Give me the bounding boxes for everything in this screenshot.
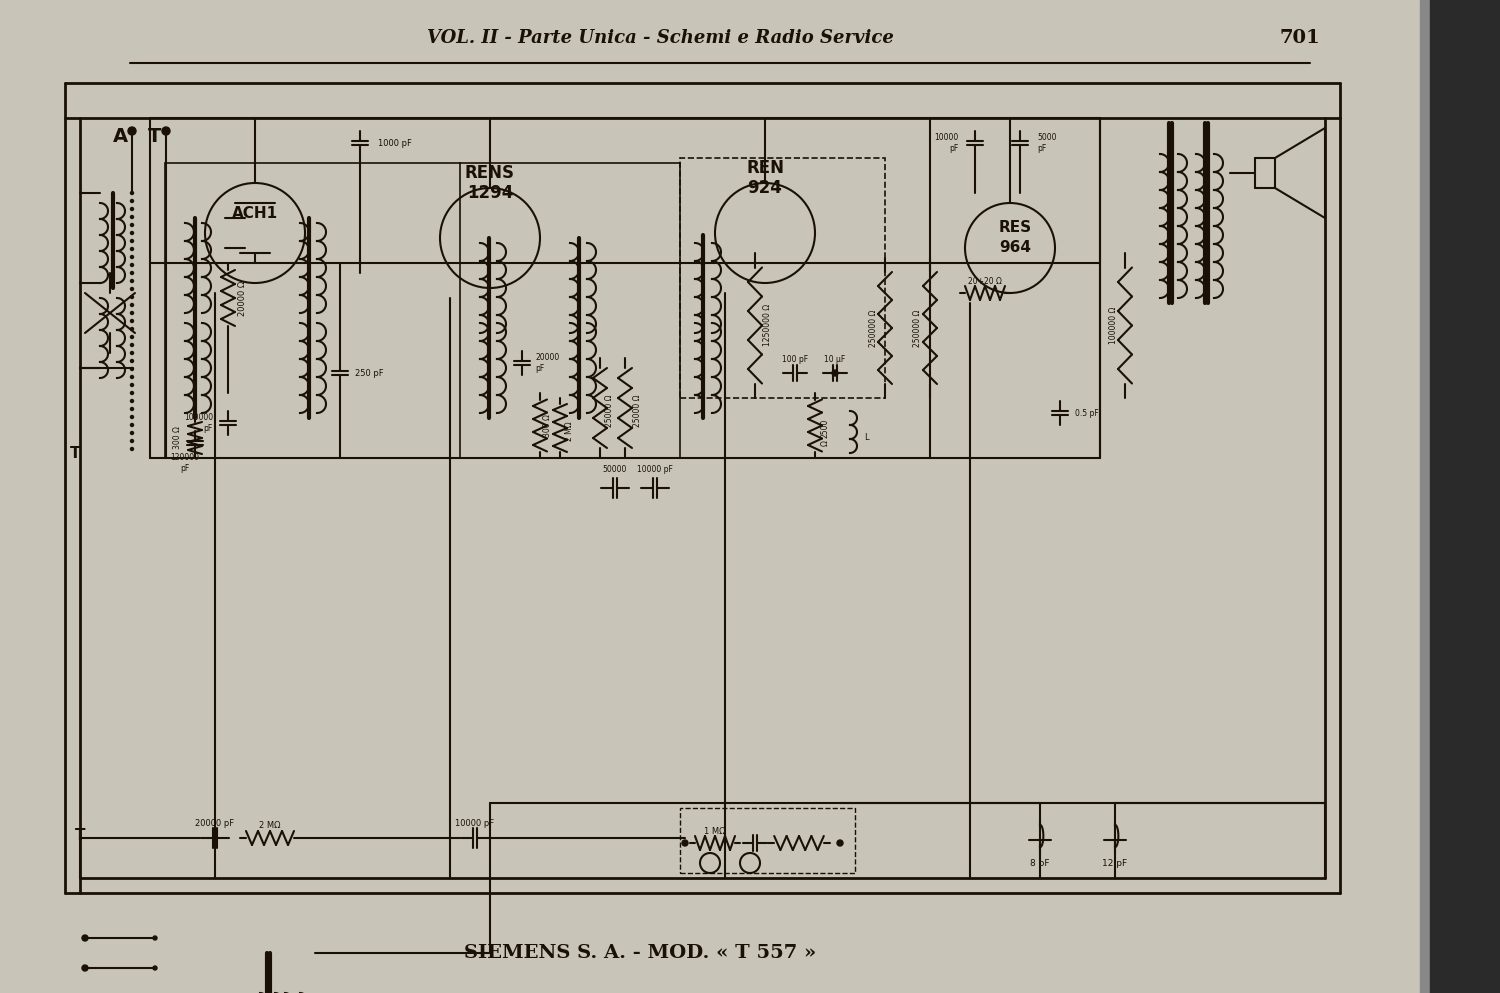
Circle shape xyxy=(162,127,170,135)
Text: 100000 Ω: 100000 Ω xyxy=(1108,306,1118,344)
Text: 300 Ω: 300 Ω xyxy=(543,414,552,438)
Circle shape xyxy=(130,223,134,226)
Circle shape xyxy=(130,255,134,258)
Bar xyxy=(1420,0,1436,993)
Text: 701: 701 xyxy=(1280,29,1320,47)
Circle shape xyxy=(130,432,134,435)
Text: 250000 Ω: 250000 Ω xyxy=(914,309,922,347)
Circle shape xyxy=(82,965,88,971)
Circle shape xyxy=(130,391,134,394)
Circle shape xyxy=(130,383,134,386)
Circle shape xyxy=(130,328,134,331)
Circle shape xyxy=(130,231,134,234)
Text: 100 pF: 100 pF xyxy=(782,355,808,364)
Text: 10000 pF: 10000 pF xyxy=(456,818,495,827)
Text: 120000
pF: 120000 pF xyxy=(171,453,200,473)
Bar xyxy=(680,808,855,873)
Circle shape xyxy=(130,423,134,427)
Circle shape xyxy=(130,448,134,451)
Text: 1000 pF: 1000 pF xyxy=(378,138,412,148)
Text: T: T xyxy=(70,446,81,461)
Circle shape xyxy=(130,200,134,203)
Circle shape xyxy=(130,279,134,282)
Circle shape xyxy=(130,407,134,410)
Text: 2500: 2500 xyxy=(821,418,830,438)
Circle shape xyxy=(833,370,839,376)
Text: 250000 Ω: 250000 Ω xyxy=(868,309,877,347)
Circle shape xyxy=(130,367,134,370)
Text: 25000 Ω: 25000 Ω xyxy=(606,395,615,427)
Circle shape xyxy=(130,440,134,443)
Text: 10 µF: 10 µF xyxy=(825,355,846,364)
Text: RENS: RENS xyxy=(465,164,514,182)
Text: 964: 964 xyxy=(999,240,1030,255)
Circle shape xyxy=(130,344,134,347)
Text: 1250000 Ω: 1250000 Ω xyxy=(764,304,772,347)
Bar xyxy=(1430,0,1500,993)
Circle shape xyxy=(130,215,134,218)
Circle shape xyxy=(128,127,136,135)
Circle shape xyxy=(153,966,158,970)
Circle shape xyxy=(130,288,134,291)
Text: 2 MΩ: 2 MΩ xyxy=(566,421,574,441)
Text: 20000
pF: 20000 pF xyxy=(536,354,560,372)
Text: 924: 924 xyxy=(747,179,783,197)
Text: A: A xyxy=(112,126,128,146)
Text: REN: REN xyxy=(746,159,784,177)
Text: 100000
pF: 100000 pF xyxy=(184,413,213,433)
Circle shape xyxy=(82,935,88,941)
Circle shape xyxy=(130,415,134,418)
Text: 0.5 pF: 0.5 pF xyxy=(1076,408,1098,417)
Text: 20000 Ω: 20000 Ω xyxy=(238,280,248,316)
Circle shape xyxy=(130,399,134,402)
Circle shape xyxy=(130,320,134,323)
Circle shape xyxy=(130,247,134,250)
Text: T: T xyxy=(148,126,162,146)
Circle shape xyxy=(130,263,134,266)
Text: L: L xyxy=(864,433,868,442)
Text: Ω: Ω xyxy=(821,440,830,446)
Text: 250 pF: 250 pF xyxy=(356,368,384,377)
Circle shape xyxy=(153,936,158,940)
Text: VOL. II - Parte Unica - Schemi e Radio Service: VOL. II - Parte Unica - Schemi e Radio S… xyxy=(426,29,894,47)
Circle shape xyxy=(130,375,134,378)
Text: 2 MΩ: 2 MΩ xyxy=(260,821,280,830)
Text: 300 Ω: 300 Ω xyxy=(172,427,182,450)
Text: ACH1: ACH1 xyxy=(232,206,278,220)
Text: 10000
pF: 10000 pF xyxy=(933,133,958,153)
Text: 10000 pF: 10000 pF xyxy=(638,466,674,475)
Circle shape xyxy=(130,271,134,274)
Text: 8 pF: 8 pF xyxy=(1030,859,1050,868)
Text: SIEMENS S. A. - MOD. « T 557 »: SIEMENS S. A. - MOD. « T 557 » xyxy=(464,944,816,962)
Circle shape xyxy=(130,192,134,195)
Circle shape xyxy=(130,312,134,315)
Circle shape xyxy=(130,352,134,355)
Text: T: T xyxy=(75,828,86,843)
Text: 25000 Ω: 25000 Ω xyxy=(633,395,642,427)
Circle shape xyxy=(837,840,843,846)
Circle shape xyxy=(130,239,134,242)
Text: 20+20 Ω: 20+20 Ω xyxy=(968,276,1002,286)
Circle shape xyxy=(130,359,134,362)
Circle shape xyxy=(130,336,134,339)
Text: 1294: 1294 xyxy=(466,184,513,202)
Circle shape xyxy=(130,208,134,211)
Text: 12 pF: 12 pF xyxy=(1102,859,1128,868)
Text: 1 MΩ: 1 MΩ xyxy=(705,826,726,835)
Text: 50000: 50000 xyxy=(603,466,627,475)
Circle shape xyxy=(130,296,134,299)
Bar xyxy=(680,158,885,398)
Text: 5000
pF: 5000 pF xyxy=(1036,133,1056,153)
Circle shape xyxy=(130,304,134,307)
Circle shape xyxy=(682,840,688,846)
Text: RES: RES xyxy=(999,220,1032,235)
Text: 20000 pF: 20000 pF xyxy=(195,818,234,827)
